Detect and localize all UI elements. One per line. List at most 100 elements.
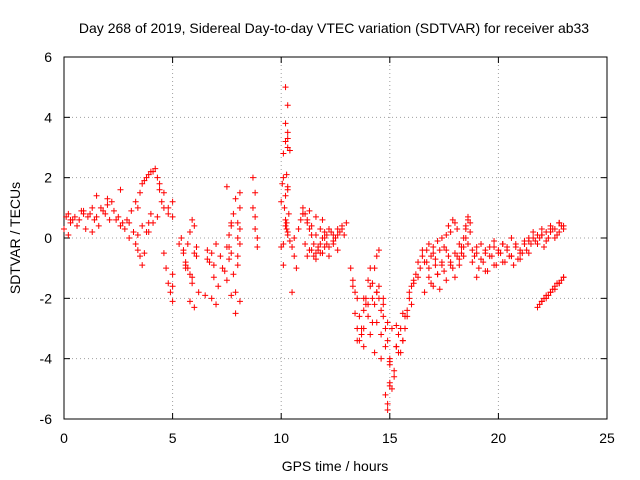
chart-title: Day 268 of 2019, Sidereal Day-to-day VTE… (79, 20, 589, 36)
data-point (436, 247, 443, 254)
data-point (282, 120, 289, 127)
data-point (536, 301, 543, 308)
data-point (299, 204, 306, 211)
data-point (132, 241, 139, 248)
data-point (375, 247, 382, 254)
data-point (252, 213, 259, 220)
data-point (178, 235, 185, 241)
data-point (104, 201, 111, 208)
data-point (189, 274, 196, 281)
data-point (365, 313, 372, 320)
data-point (343, 219, 350, 226)
data-point (367, 283, 374, 290)
data-point (182, 265, 189, 272)
data-point (110, 207, 117, 214)
data-point (100, 207, 107, 214)
data-point (336, 228, 343, 235)
data-point (538, 298, 545, 305)
data-point (317, 241, 324, 248)
data-point (419, 253, 426, 260)
data-point (278, 244, 285, 251)
data-point (532, 238, 539, 245)
data-point (193, 253, 200, 260)
data-point (165, 210, 172, 217)
data-point (121, 225, 128, 232)
data-point (128, 207, 135, 214)
data-point (406, 289, 413, 296)
data-point (278, 198, 285, 205)
data-point (126, 235, 133, 241)
data-point (283, 225, 290, 232)
data-points (61, 84, 567, 413)
data-point (282, 192, 289, 199)
data-point (134, 247, 141, 254)
data-point (210, 274, 217, 281)
x-tick-label: 5 (169, 430, 177, 446)
data-point (491, 262, 498, 269)
data-point (330, 241, 337, 248)
data-point (456, 256, 463, 263)
data-point (280, 174, 287, 181)
data-point (134, 204, 141, 211)
data-point (228, 219, 235, 226)
data-point (360, 325, 367, 332)
data-point (367, 331, 374, 338)
data-point (234, 219, 241, 226)
data-point (404, 313, 411, 320)
data-point (119, 219, 126, 226)
data-point (323, 231, 330, 238)
data-point (473, 274, 480, 281)
data-point (67, 219, 74, 226)
data-point (236, 204, 243, 211)
data-point (160, 189, 167, 196)
data-point (226, 244, 233, 251)
data-point (152, 165, 159, 172)
data-point (236, 298, 243, 305)
data-point (371, 349, 378, 356)
data-point (139, 180, 146, 187)
data-point (365, 277, 372, 284)
data-point (312, 231, 319, 238)
data-point (341, 231, 348, 238)
data-point (523, 247, 530, 254)
data-point (236, 225, 243, 232)
data-point (467, 219, 474, 226)
data-point (156, 180, 163, 187)
data-point (319, 216, 326, 223)
data-point (95, 222, 102, 229)
data-point (393, 343, 400, 350)
data-point (454, 225, 461, 232)
data-point (325, 225, 332, 232)
data-point (441, 268, 448, 275)
data-point (308, 247, 315, 254)
data-point (169, 198, 176, 205)
data-point (213, 241, 220, 248)
data-point (469, 247, 476, 254)
data-point (158, 198, 165, 205)
data-point (280, 241, 287, 248)
data-point (464, 213, 471, 220)
data-point (93, 213, 100, 220)
data-point (373, 319, 380, 326)
data-point (397, 325, 404, 332)
data-point (412, 271, 419, 278)
data-point (282, 216, 289, 223)
data-point (417, 265, 424, 272)
data-point (189, 216, 196, 223)
data-point (543, 292, 550, 299)
data-point (530, 235, 537, 241)
data-point (382, 343, 389, 350)
data-point (97, 204, 104, 211)
data-point (475, 265, 482, 272)
y-tick-label: -2 (40, 290, 53, 306)
data-point (219, 265, 226, 272)
data-point (191, 304, 198, 311)
data-point (254, 244, 261, 251)
data-point (283, 171, 290, 178)
data-point (321, 235, 328, 241)
data-point (356, 313, 363, 320)
data-point (488, 253, 495, 260)
data-point (395, 331, 402, 338)
data-point (323, 241, 330, 248)
data-point (436, 286, 443, 293)
